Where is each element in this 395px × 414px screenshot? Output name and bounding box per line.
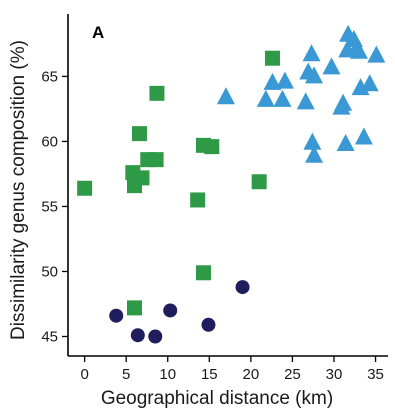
- triangle-point: [273, 89, 292, 107]
- triangle-point: [296, 92, 315, 110]
- square-point: [251, 174, 267, 190]
- x-tick-label: 30: [326, 366, 343, 383]
- triangle-point: [275, 71, 294, 89]
- square-point: [149, 85, 165, 101]
- square-point: [148, 152, 164, 168]
- triangle-point: [216, 87, 235, 105]
- y-tick-label: 60: [41, 133, 58, 150]
- x-axis-label: Geographical distance (km): [101, 388, 333, 409]
- square-point: [204, 139, 220, 155]
- y-axis-label: Dissimilarity genus composition (%): [8, 40, 29, 340]
- x-tick-label: 5: [122, 366, 130, 383]
- triangle-point: [302, 44, 321, 62]
- triangle-point: [305, 145, 324, 163]
- square-point: [77, 180, 93, 196]
- x-axis-ticks: 0 5 10 15 20 25 30 35: [80, 356, 384, 383]
- square-point: [190, 192, 206, 208]
- circle-point: [235, 280, 250, 295]
- triangle-point: [263, 72, 282, 90]
- square-point: [264, 50, 280, 66]
- circle-point: [109, 308, 124, 323]
- square-point: [126, 300, 142, 316]
- triangle-point: [367, 45, 386, 63]
- y-tick-label: 55: [41, 198, 58, 215]
- circle-point: [163, 303, 178, 318]
- x-tick-label: 20: [243, 366, 260, 383]
- triangle-point: [349, 41, 368, 59]
- data-marks: [77, 24, 386, 344]
- x-tick-label: 25: [284, 366, 301, 383]
- x-tick-label: 15: [201, 366, 218, 383]
- y-tick-label: 50: [41, 263, 58, 280]
- triangle-point: [322, 57, 341, 75]
- y-tick-label: 65: [41, 68, 58, 85]
- x-tick-label: 0: [80, 366, 88, 383]
- triangle-point: [256, 89, 275, 107]
- y-axis-ticks: 45 50 55 60 65: [41, 68, 68, 345]
- y-tick-label: 45: [41, 328, 58, 345]
- panel-label: A: [92, 23, 104, 42]
- triangle-point: [336, 134, 355, 152]
- circle-point: [148, 329, 163, 344]
- square-point: [195, 265, 211, 281]
- triangle-point: [354, 127, 373, 145]
- triangle-point: [303, 132, 322, 150]
- x-tick-label: 35: [367, 366, 384, 383]
- circle-point: [130, 328, 145, 343]
- x-tick-label: 10: [159, 366, 176, 383]
- circle-point: [201, 317, 216, 332]
- triangle-point: [334, 93, 353, 111]
- triangle-point: [305, 66, 324, 84]
- square-point: [131, 126, 147, 142]
- square-point: [134, 170, 150, 186]
- triangle-point: [360, 74, 379, 92]
